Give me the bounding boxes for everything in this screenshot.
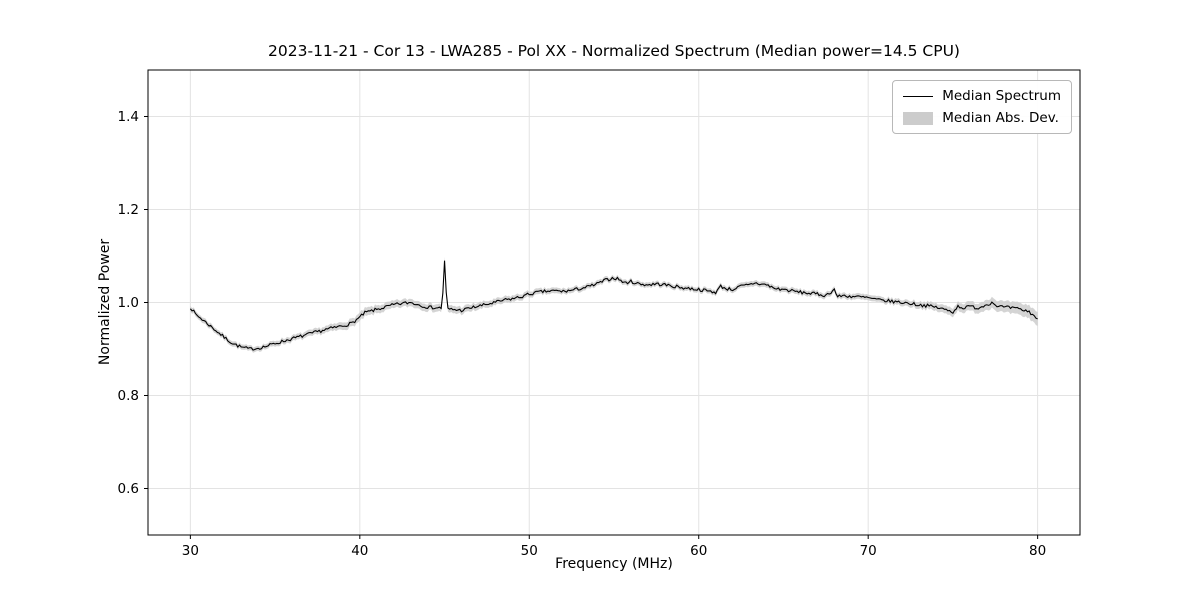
y-axis-label: Normalized Power [97, 238, 113, 366]
x-tick-label: 40 [351, 543, 368, 559]
y-tick-label: 1.4 [118, 109, 139, 125]
y-tick-label: 1.2 [118, 202, 139, 218]
y-tick-label: 0.6 [118, 481, 139, 497]
legend-label: Median Spectrum [942, 88, 1061, 104]
x-axis-label: Frequency (MHz) [555, 556, 673, 572]
x-tick-label: 60 [690, 543, 707, 559]
x-tick-label: 70 [860, 543, 877, 559]
chart-title: 2023-11-21 - Cor 13 - LWA285 - Pol XX - … [268, 42, 960, 60]
legend-item-median-spectrum: Median Spectrum [903, 88, 1061, 104]
line-swatch-icon [903, 95, 934, 97]
mad-band [190, 256, 1038, 353]
x-tick-label: 50 [521, 543, 538, 559]
legend: Median Spectrum Median Abs. Dev. [892, 80, 1072, 134]
band-swatch-icon [903, 111, 934, 125]
median-spectrum-line [189, 260, 1038, 351]
x-tick-label: 30 [182, 543, 199, 559]
y-tick-label: 1.0 [118, 295, 139, 311]
x-tick-label: 80 [1029, 543, 1046, 559]
legend-item-median-abs-dev: Median Abs. Dev. [903, 110, 1061, 126]
y-tick-label: 0.8 [118, 388, 139, 404]
legend-label: Median Abs. Dev. [942, 110, 1059, 126]
